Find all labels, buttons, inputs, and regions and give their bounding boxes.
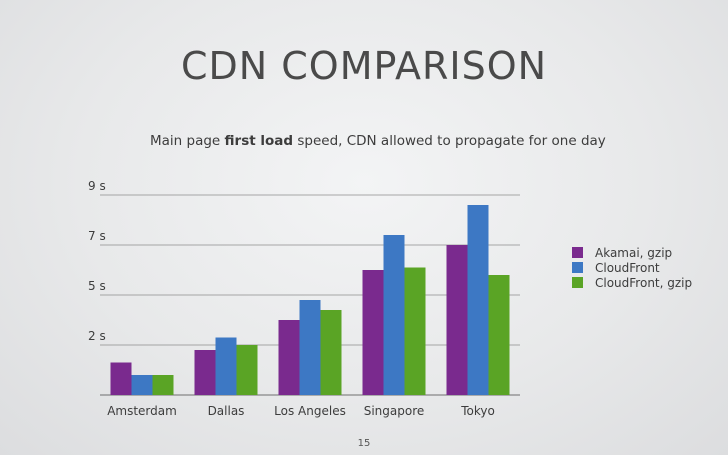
bar bbox=[299, 300, 321, 395]
subtitle-text-pre: Main page bbox=[150, 133, 225, 149]
bar bbox=[362, 270, 384, 395]
legend-item: Akamai, gzip bbox=[572, 245, 692, 260]
bar bbox=[446, 245, 468, 395]
bar bbox=[383, 235, 405, 395]
bar bbox=[131, 375, 153, 395]
bar bbox=[488, 275, 510, 395]
bar bbox=[467, 205, 489, 395]
legend-item: CloudFront, gzip bbox=[572, 275, 692, 290]
legend-swatch bbox=[572, 277, 583, 288]
x-category-label: Los Angeles bbox=[274, 404, 346, 418]
legend-swatch bbox=[572, 247, 583, 258]
subtitle-text-bold: first load bbox=[224, 133, 294, 149]
x-category-label: Tokyo bbox=[460, 404, 495, 418]
y-tick-label: 7 s bbox=[88, 229, 106, 243]
bar bbox=[194, 350, 216, 395]
y-tick-label: 9 s bbox=[88, 179, 106, 193]
legend-swatch bbox=[572, 262, 583, 273]
chart-subtitle: Main page first load speed, CDN allowed … bbox=[150, 133, 606, 149]
chart-legend: Akamai, gzip CloudFront CloudFront, gzip bbox=[572, 245, 692, 290]
bar bbox=[236, 345, 258, 395]
slide-title: CDN COMPARISON bbox=[180, 44, 548, 88]
y-tick-label: 2 s bbox=[88, 329, 106, 343]
labels-layer: 2 s 5 s 7 s 9 s Amsterdam Dallas Los Angeles Si… bbox=[88, 179, 495, 418]
legend-item: CloudFront bbox=[572, 260, 692, 275]
bar bbox=[404, 267, 426, 395]
legend-label: CloudFront bbox=[595, 260, 660, 275]
bars-layer bbox=[110, 205, 510, 395]
bar bbox=[278, 320, 300, 395]
legend-label: Akamai, gzip bbox=[595, 245, 673, 260]
x-category-label: Dallas bbox=[208, 404, 245, 418]
legend-label: CloudFront, gzip bbox=[595, 275, 693, 290]
bar bbox=[320, 310, 342, 395]
bar bbox=[215, 337, 237, 395]
x-category-label: Singapore bbox=[364, 404, 425, 418]
bar bbox=[110, 362, 132, 395]
y-tick-label: 5 s bbox=[88, 279, 106, 293]
x-category-label: Amsterdam bbox=[107, 404, 177, 418]
bar bbox=[152, 375, 174, 395]
page-number: 15 bbox=[357, 438, 371, 449]
subtitle-text-post: speed, CDN allowed to propagate for one … bbox=[293, 133, 606, 149]
